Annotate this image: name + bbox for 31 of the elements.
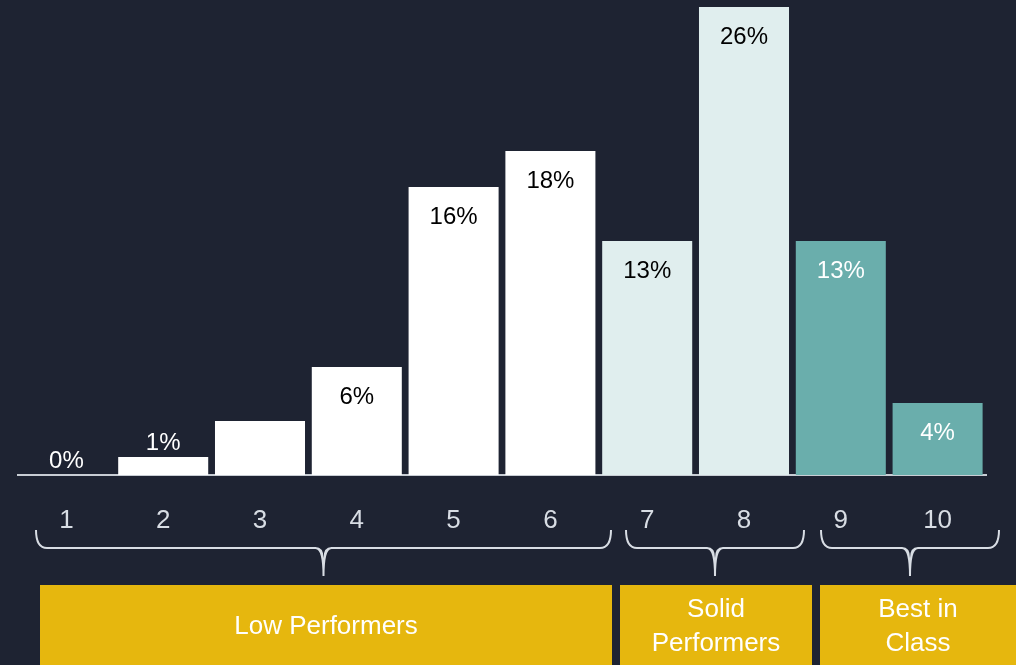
data-label: 4% <box>920 417 955 445</box>
x-tick-label: 8 <box>736 503 752 534</box>
x-tick-label: 6 <box>543 503 558 534</box>
text: Solid Performers <box>620 585 812 665</box>
bar <box>505 151 596 475</box>
text: Best in Class <box>820 585 1016 665</box>
bar <box>602 241 693 475</box>
x-tick-label: 2 <box>155 503 171 534</box>
data-label: 26% <box>719 21 769 49</box>
x-tick-label: 4 <box>349 503 365 534</box>
bar <box>698 7 790 475</box>
data-label: 13% <box>816 255 865 283</box>
bar <box>408 187 499 475</box>
data-label: 0% <box>49 445 84 473</box>
bar <box>118 457 209 475</box>
data-label: 6% <box>339 381 375 409</box>
x-tick-label: 10 <box>923 503 953 534</box>
data-label: 1% <box>145 427 181 455</box>
text: Low Performers <box>40 585 612 665</box>
x-tick-label: 5 <box>446 503 461 534</box>
data-label: 16% <box>429 201 478 229</box>
x-tick-label: 1 <box>59 503 74 534</box>
data-label: 18% <box>526 165 575 193</box>
bar <box>311 367 402 475</box>
bar <box>795 241 886 475</box>
x-tick-label: 7 <box>639 503 655 534</box>
x-tick-label: 9 <box>833 503 849 534</box>
bar <box>892 403 983 475</box>
data-label: 13% <box>623 255 672 283</box>
bar <box>214 421 306 475</box>
x-tick-label: 3 <box>252 503 268 534</box>
